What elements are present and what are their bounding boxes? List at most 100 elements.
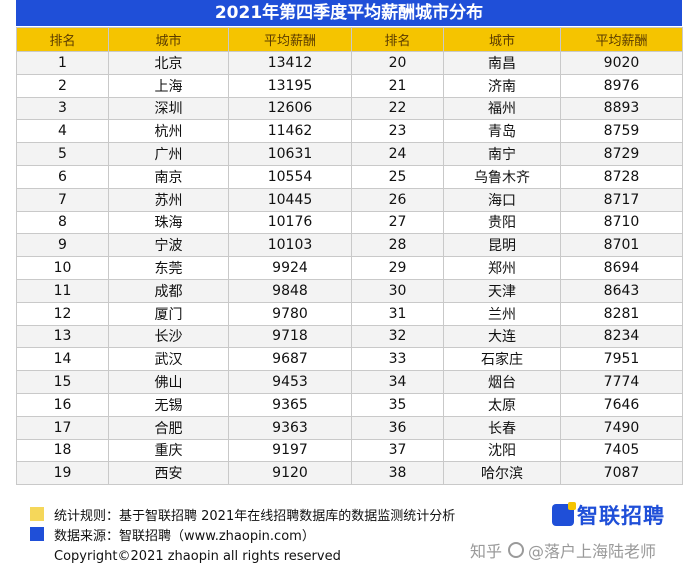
cell-rank-left: 19: [16, 461, 109, 486]
cell-city-right: 南昌: [443, 51, 561, 75]
cell-city-left: 厦门: [108, 301, 229, 326]
cell-salary-left: 9453: [228, 370, 352, 394]
cell-rank-left: 9: [16, 233, 109, 258]
table-row: 18 重庆 9197 37 沈阳 7405: [16, 438, 683, 463]
cell-city-right: 兰州: [443, 301, 561, 326]
cell-city-left: 深圳: [108, 96, 229, 121]
cell-rank-left: 1: [16, 51, 109, 75]
cell-rank-right: 36: [351, 415, 444, 440]
note-source: 数据来源：智联招聘（www.zhaopin.com）: [30, 524, 530, 544]
cell-rank-left: 18: [16, 438, 109, 463]
cell-salary-right: 8893: [560, 96, 683, 121]
cell-city-left: 无锡: [108, 392, 229, 417]
cell-salary-left: 9197: [228, 438, 352, 463]
cell-city-right: 长春: [443, 415, 561, 440]
cell-city-right: 乌鲁木齐: [443, 164, 561, 189]
header-city-left: 城市: [108, 27, 229, 52]
cell-salary-right: 7490: [560, 415, 683, 440]
notes: 统计规则：基于智联招聘 2021年在线招聘数据库的数据监测统计分析 数据来源：智…: [30, 504, 530, 544]
cell-salary-left: 9718: [228, 324, 352, 349]
cell-rank-left: 5: [16, 142, 109, 166]
table-row: 12 厦门 9780 31 兰州 8281: [16, 301, 683, 326]
note-source-text: 数据来源：智联招聘（www.zhaopin.com）: [54, 528, 315, 544]
cell-rank-right: 34: [351, 370, 444, 394]
cell-city-left: 北京: [108, 51, 229, 75]
cell-city-right: 大连: [443, 324, 561, 349]
cell-city-right: 贵阳: [443, 210, 561, 235]
cell-rank-left: 16: [16, 392, 109, 417]
cell-salary-left: 12606: [228, 96, 352, 121]
header-city-right: 城市: [443, 27, 561, 52]
cell-salary-right: 8701: [560, 233, 683, 258]
table-row: 5 广州 10631 24 南宁 8729: [16, 142, 683, 166]
cell-salary-right: 7951: [560, 347, 683, 372]
table-row: 8 珠海 10176 27 贵阳 8710: [16, 210, 683, 235]
cell-city-right: 海口: [443, 187, 561, 212]
note-rule-text: 统计规则：基于智联招聘 2021年在线招聘数据库的数据监测统计分析: [54, 508, 456, 524]
cell-salary-right: 7405: [560, 438, 683, 463]
cell-city-left: 上海: [108, 73, 229, 98]
watermark-site: 知乎: [470, 542, 503, 561]
cell-rank-right: 23: [351, 119, 444, 144]
cell-salary-right: 8717: [560, 187, 683, 212]
zhaopin-logo: 智联招聘: [552, 500, 665, 530]
cell-rank-right: 20: [351, 51, 444, 75]
cell-rank-right: 25: [351, 164, 444, 189]
page-title: 2021年第四季度平均薪酬城市分布: [16, 0, 682, 26]
cell-salary-left: 9924: [228, 256, 352, 280]
table-row: 11 成都 9848 30 天津 8643: [16, 278, 683, 303]
cell-rank-left: 12: [16, 301, 109, 326]
cell-rank-left: 14: [16, 347, 109, 372]
cell-salary-left: 9365: [228, 392, 352, 417]
cell-rank-left: 4: [16, 119, 109, 144]
cell-rank-right: 32: [351, 324, 444, 349]
cell-salary-left: 9780: [228, 301, 352, 326]
cell-salary-left: 9848: [228, 278, 352, 303]
cell-salary-right: 9020: [560, 51, 683, 75]
cell-rank-right: 28: [351, 233, 444, 258]
blue-square-icon: [30, 527, 44, 541]
cell-salary-left: 10445: [228, 187, 352, 212]
cell-salary-left: 9363: [228, 415, 352, 440]
cell-city-left: 珠海: [108, 210, 229, 235]
cell-city-left: 南京: [108, 164, 229, 189]
cell-salary-left: 9120: [228, 461, 352, 486]
logo-text: 智联招聘: [577, 504, 665, 528]
cell-city-left: 苏州: [108, 187, 229, 212]
cell-rank-right: 24: [351, 142, 444, 166]
header-salary-right: 平均薪酬: [560, 27, 683, 52]
cell-salary-right: 8729: [560, 142, 683, 166]
cell-rank-right: 38: [351, 461, 444, 486]
header-rank-left: 排名: [16, 27, 109, 52]
zhihu-at-icon: [508, 542, 525, 558]
cell-salary-right: 8643: [560, 278, 683, 303]
cell-salary-left: 13195: [228, 73, 352, 98]
cell-city-left: 广州: [108, 142, 229, 166]
note-rule: 统计规则：基于智联招聘 2021年在线招聘数据库的数据监测统计分析: [30, 504, 530, 524]
cell-city-right: 福州: [443, 96, 561, 121]
table-row: 2 上海 13195 21 济南 8976: [16, 73, 683, 98]
cell-city-left: 合肥: [108, 415, 229, 440]
table-row: 17 合肥 9363 36 长春 7490: [16, 415, 683, 440]
copyright: Copyright©2021 zhaopin all rights reserv…: [54, 549, 341, 564]
table-row: 14 武汉 9687 33 石家庄 7951: [16, 347, 683, 372]
cell-rank-right: 21: [351, 73, 444, 98]
cell-rank-left: 3: [16, 96, 109, 121]
cell-rank-left: 6: [16, 164, 109, 189]
table-row: 6 南京 10554 25 乌鲁木齐 8728: [16, 164, 683, 189]
zhaopin-logo-icon: [552, 502, 576, 526]
table-row: 1 北京 13412 20 南昌 9020: [16, 51, 683, 75]
cell-city-left: 武汉: [108, 347, 229, 372]
cell-rank-right: 31: [351, 301, 444, 326]
cell-salary-left: 9687: [228, 347, 352, 372]
cell-rank-right: 29: [351, 256, 444, 280]
cell-rank-right: 35: [351, 392, 444, 417]
cell-rank-left: 15: [16, 370, 109, 394]
cell-city-left: 杭州: [108, 119, 229, 144]
cell-city-right: 哈尔滨: [443, 461, 561, 486]
cell-salary-left: 13412: [228, 51, 352, 75]
cell-city-right: 济南: [443, 73, 561, 98]
cell-salary-right: 7087: [560, 461, 683, 486]
cell-city-right: 烟台: [443, 370, 561, 394]
header-rank-right: 排名: [351, 27, 444, 52]
